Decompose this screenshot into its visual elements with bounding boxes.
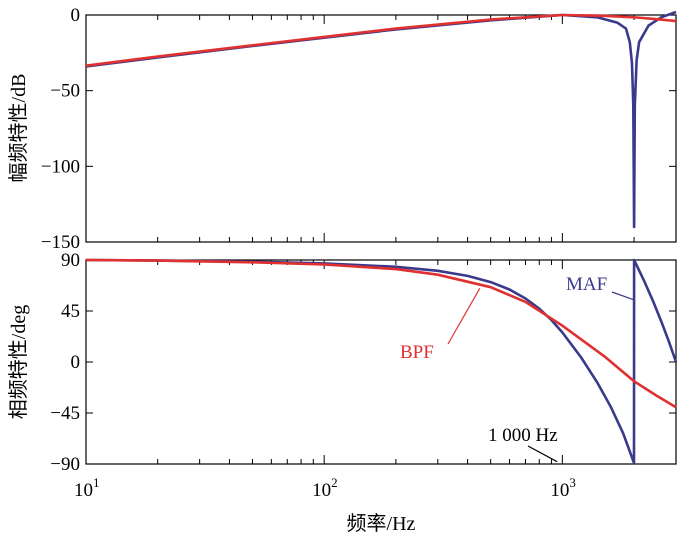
1000hz-leader-line — [527, 445, 558, 463]
magnitude-ytick-label: −150 — [41, 232, 80, 253]
annotations: MAF BPF 1 000 Hz — [400, 274, 634, 463]
bpf-magnitude-curve — [85, 13, 677, 67]
magnitude-ytick-label: 0 — [71, 5, 81, 26]
magnitude-y-axis-label: 幅频特性/dB — [7, 74, 30, 183]
phase-x-tick-labels: 101 102 103 — [74, 475, 576, 501]
1000hz-annotation: 1 000 Hz — [488, 425, 558, 446]
magnitude-ticks — [85, 14, 677, 243]
phase-xtick-label: 101 — [74, 475, 100, 501]
magnitude-plot: 0 −50 −100 −150 幅频特性/dB — [7, 5, 677, 253]
maf-magnitude-curve — [85, 10, 677, 229]
bpf-leader-line — [447, 288, 481, 345]
phase-ytick-label: 45 — [61, 301, 80, 322]
magnitude-ytick-label: −100 — [41, 156, 80, 177]
maf-leader-line — [611, 291, 634, 301]
phase-ytick-label: −45 — [50, 403, 80, 424]
bpf-phase-curve — [85, 258, 677, 409]
phase-xtick-label: 102 — [312, 475, 338, 501]
maf-annotation: MAF — [566, 274, 607, 295]
magnitude-curves — [85, 10, 677, 229]
phase-curves — [85, 258, 678, 465]
magnitude-ytick-label: −50 — [50, 81, 80, 102]
x-axis-label: 频率/Hz — [347, 512, 416, 535]
phase-y-axis-label: 相频特性/deg — [7, 305, 30, 419]
maf-phase-curve — [85, 258, 678, 465]
phase-ytick-label: 0 — [71, 352, 81, 373]
magnitude-plot-frame — [85, 14, 677, 243]
phase-ytick-label: 90 — [61, 250, 80, 271]
phase-plot: 90 45 0 −45 −90 101 102 103 相频特性/deg 频率/… — [7, 250, 678, 535]
phase-ytick-label: −90 — [50, 454, 80, 475]
phase-xtick-label: 103 — [550, 475, 576, 501]
phase-y-tick-labels: 90 45 0 −45 −90 — [50, 250, 80, 475]
bpf-annotation: BPF — [400, 342, 434, 363]
magnitude-y-tick-labels: 0 −50 −100 −150 — [41, 5, 80, 253]
